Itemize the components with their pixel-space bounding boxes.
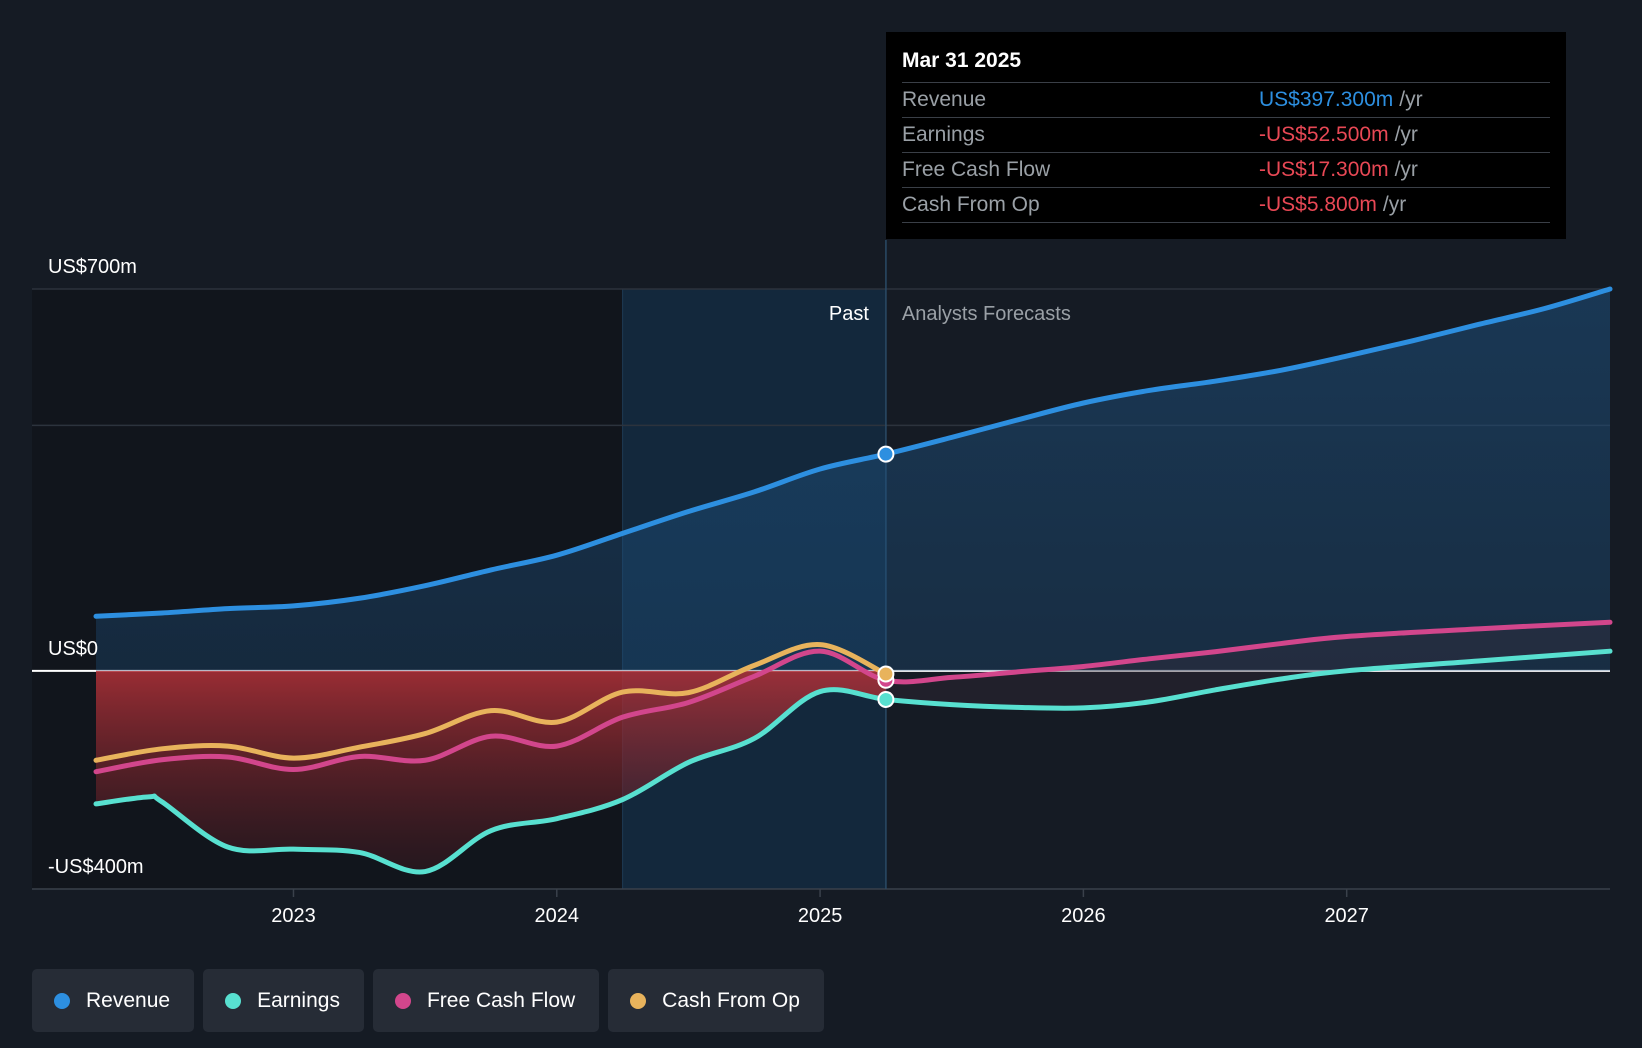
tooltip-unit: /yr <box>1399 88 1423 111</box>
past-label: Past <box>829 303 869 325</box>
earnings-dot-icon <box>225 992 242 1009</box>
marker-cash-from-op <box>877 665 895 683</box>
tooltip-label: Earnings <box>902 123 985 146</box>
tooltip: Mar 31 2025 Revenue US$397.300m /yr Earn… <box>886 32 1566 239</box>
revenue-dot-icon <box>54 992 70 1009</box>
free-cash-flow-dot-icon <box>394 992 411 1009</box>
legend-label: Revenue <box>86 988 171 1012</box>
legend-item-free-cash-flow[interactable]: Free Cash Flow <box>372 969 600 1032</box>
series-line-revenue <box>93 286 1613 619</box>
y-axis-label: US$700m <box>48 256 137 278</box>
tooltip-value: US$397.300m <box>1259 88 1394 111</box>
cash-from-op-dot-icon <box>630 992 647 1009</box>
tooltip-row-earnings: Earnings -US$52.500m /yr <box>902 117 1550 152</box>
tooltip-value: -US$5.800m <box>1259 193 1377 216</box>
legend-item-cash-from-op[interactable]: Cash From Op <box>608 969 824 1032</box>
tooltip-unit: /yr <box>1394 158 1418 181</box>
tooltip-unit: /yr <box>1394 123 1418 146</box>
x-tick-label: 2023 <box>271 905 316 927</box>
y-axis-label: -US$400m <box>48 856 144 878</box>
tooltip-label: Free Cash Flow <box>902 158 1051 181</box>
earnings-negative-area <box>96 670 886 873</box>
series-line-earnings <box>93 648 1613 875</box>
series-line-free-cash-flow <box>93 619 1613 775</box>
tooltip-label: Cash From Op <box>902 193 1040 216</box>
x-tick-label: 2027 <box>1324 905 1369 927</box>
tooltip-row-revenue: Revenue US$397.300m /yr <box>902 82 1550 117</box>
x-tick-label: 2025 <box>798 905 843 927</box>
forecast-band <box>885 622 1610 708</box>
tooltip-value: -US$17.300m <box>1259 158 1389 181</box>
forecast-label: Analysts Forecasts <box>902 303 1071 325</box>
y-axis-label: US$0 <box>48 638 98 660</box>
series-line-cash-from-op <box>93 642 889 763</box>
tooltip-unit: /yr <box>1382 193 1407 216</box>
legend-label: Earnings <box>257 988 340 1012</box>
x-tick-label: 2024 <box>535 905 580 927</box>
tooltip-date: Mar 31 2025 <box>902 49 1022 72</box>
tooltip-label: Revenue <box>902 88 987 111</box>
legend-label: Cash From Op <box>662 988 800 1012</box>
marker-revenue <box>877 445 895 463</box>
legend-item-earnings[interactable]: Earnings <box>203 969 364 1032</box>
tooltip-row-free-cash-flow: Free Cash Flow -US$17.300m /yr <box>902 152 1550 187</box>
marker-earnings <box>877 690 895 708</box>
legend-item-revenue[interactable]: Revenue <box>32 969 195 1032</box>
tooltip-value: -US$52.500m <box>1259 123 1389 146</box>
tooltip-row-cash-from-op: Cash From Op -US$5.800m /yr <box>902 187 1550 223</box>
legend: Revenue Earnings Free Cash Flow Cash Fro… <box>32 969 824 1032</box>
x-tick-label: 2026 <box>1061 905 1106 927</box>
legend-label: Free Cash Flow <box>426 988 576 1012</box>
